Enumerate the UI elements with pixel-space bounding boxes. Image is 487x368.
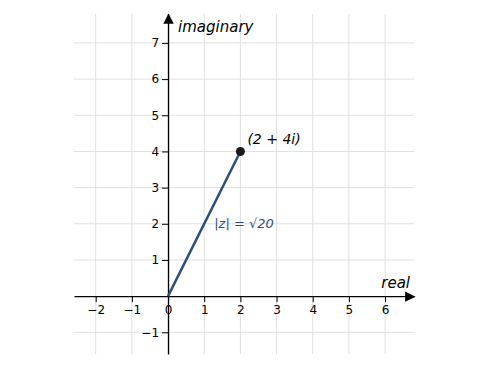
x-axis: −2−10123456	[75, 296, 415, 317]
y-tick-mark	[162, 151, 168, 152]
y-tick-mark	[162, 79, 168, 80]
x-tick-label: −2	[87, 303, 105, 317]
x-tick-mark	[313, 296, 314, 302]
x-tick-mark	[132, 296, 133, 302]
x-axis-label: real	[381, 274, 411, 292]
x-tick-mark	[349, 296, 350, 302]
y-tick: −1	[141, 326, 168, 340]
point	[236, 147, 245, 156]
x-tick-label: 5	[346, 303, 354, 317]
y-tick: 6	[151, 72, 168, 86]
grid-line	[74, 187, 414, 188]
y-tick: 4	[151, 145, 168, 159]
y-tick-label: 6	[151, 72, 159, 86]
x-axis-line	[75, 296, 415, 297]
grid	[74, 14, 414, 354]
x-tick-label: 4	[309, 303, 317, 317]
point-label: (2 + 4i)	[247, 131, 300, 147]
x-tick: 4	[309, 296, 317, 317]
magnitude-label: |z| = √20	[214, 216, 274, 231]
y-tick-label: 7	[151, 36, 159, 50]
y-tick-label: 3	[151, 181, 159, 195]
y-tick: 5	[151, 109, 168, 123]
y-tick-mark	[162, 188, 168, 189]
y-tick: 3	[151, 181, 168, 195]
x-tick: 2	[237, 296, 245, 317]
y-tick-label: −1	[141, 326, 159, 340]
x-tick-mark	[240, 296, 241, 302]
grid-line	[74, 259, 414, 260]
y-axis: −1 1 2 3 4 5 6 7	[141, 15, 168, 355]
y-tick: 2	[151, 217, 168, 231]
grid-line	[74, 332, 414, 333]
y-tick-mark	[162, 260, 168, 261]
grid-line	[74, 79, 414, 80]
x-tick-mark	[277, 296, 278, 302]
grid-line	[74, 115, 414, 116]
x-tick-mark	[96, 296, 97, 302]
x-tick: −2	[87, 296, 105, 317]
x-tick: 6	[382, 296, 390, 317]
y-tick-mark	[162, 332, 168, 333]
y-tick-label: 1	[151, 253, 159, 267]
y-axis-line	[168, 15, 169, 355]
y-tick-label: 5	[151, 109, 159, 123]
y-tick-mark	[162, 115, 168, 116]
grid-line	[74, 42, 414, 43]
x-tick: 5	[346, 296, 354, 317]
y-axis-label: imaginary	[178, 18, 255, 36]
y-tick: 1	[151, 253, 168, 267]
x-tick-mark	[204, 296, 205, 302]
x-tick-label: 6	[382, 303, 390, 317]
x-tick-label: 2	[237, 303, 245, 317]
x-tick: −1	[124, 296, 142, 317]
x-tick-mark	[385, 296, 386, 302]
y-tick-label: 4	[151, 145, 159, 159]
chart: −2−10123456−11234567realimaginary(2 + 4i…	[0, 0, 487, 368]
plot: −2−10123456−11234567realimaginary(2 + 4i…	[74, 14, 415, 355]
y-tick-mark	[162, 43, 168, 44]
x-tick: 3	[273, 296, 281, 317]
y-tick: 7	[151, 36, 168, 50]
x-tick-label: −1	[124, 303, 142, 317]
x-tick-label: 1	[201, 303, 209, 317]
y-tick-label: 2	[151, 217, 159, 231]
x-tick: 1	[201, 296, 209, 317]
y-tick-mark	[162, 224, 168, 225]
x-tick-label: 3	[273, 303, 281, 317]
